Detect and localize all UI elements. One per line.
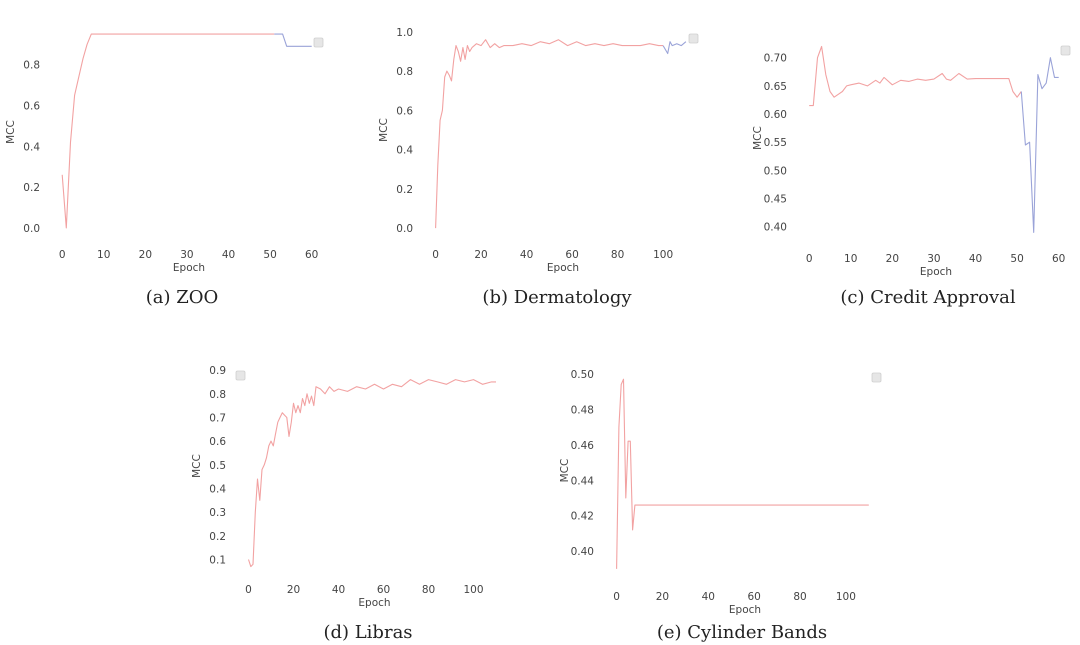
y-tick-label: 0.46 (571, 440, 595, 452)
y-tick-label: 0.0 (23, 223, 40, 235)
y-tick-label: 0.50 (571, 369, 594, 381)
x-tick-label: 20 (287, 584, 300, 596)
x-tick-label: 60 (565, 249, 578, 261)
x-tick-label: 60 (305, 249, 318, 261)
series-line-2 (1020, 57, 1059, 233)
y-tick-label: 0.70 (764, 53, 787, 65)
y-axis-label: MCC (559, 459, 571, 483)
y-tick-label: 0.6 (396, 105, 413, 117)
x-tick-label: 0 (613, 591, 620, 603)
panel-caption: (a) ZOO (146, 287, 219, 308)
x-tick-label: 30 (927, 253, 940, 265)
series-line-1 (809, 45, 1022, 107)
panel-caption: (d) Libras (323, 622, 412, 643)
x-tick-label: 20 (656, 591, 669, 603)
y-tick-label: 0.5 (209, 460, 226, 472)
chart-libras: 0 20 40 60 80 100 0.1 0.2 0.3 0.4 0.5 0.6 0.7 0.8 0.9 E… (191, 365, 496, 643)
legend-marker (235, 370, 246, 381)
x-axis-label: Epoch (729, 604, 761, 616)
series-line-1 (616, 378, 869, 569)
x-tick-label: 40 (332, 584, 345, 596)
y-axis-label: MCC (378, 118, 390, 142)
y-tick-label: 0.2 (396, 184, 413, 196)
x-tick-label: 0 (59, 249, 66, 261)
x-tick-label: 20 (886, 253, 899, 265)
series-line-1 (435, 39, 664, 229)
y-tick-label: 0.1 (209, 555, 226, 567)
x-tick-label: 0 (806, 253, 813, 265)
y-tick-label: 0.4 (209, 483, 226, 495)
y-axis-label: MCC (191, 454, 203, 478)
x-tick-label: 20 (139, 249, 152, 261)
y-tick-label: 1.0 (396, 27, 413, 39)
chart-dermatology: 0 20 40 60 80 100 0.0 0.2 0.4 0.6 0.8 1.0 Epoch MCC (b… (378, 27, 699, 308)
x-tick-label: 40 (520, 249, 533, 261)
x-tick-label: 80 (611, 249, 624, 261)
x-tick-label: 40 (702, 591, 715, 603)
x-tick-label: 50 (263, 249, 276, 261)
legend-marker (688, 33, 699, 44)
y-tick-label: 0.8 (209, 389, 226, 401)
y-tick-label: 0.4 (396, 145, 413, 157)
chart-credit-approval: 0 10 20 30 40 50 60 0.40 0.45 0.50 0.55 0.60 0.65 0.7… (752, 45, 1071, 308)
y-tick-label: 0.9 (209, 365, 226, 377)
x-tick-label: 20 (474, 249, 487, 261)
legend-marker (871, 372, 882, 383)
y-tick-label: 0.55 (764, 137, 787, 149)
x-tick-label: 10 (844, 253, 857, 265)
series-line-2 (274, 33, 312, 47)
chart-cylinder-bands: 0 20 40 60 80 100 0.40 0.42 0.44 0.46 0.48 0.50 Epoc… (559, 369, 882, 643)
x-tick-label: 10 (97, 249, 110, 261)
chart-zoo: 0 10 20 30 40 50 60 0.0 0.2 0.4 0.6 0.8 Epoch MCC (a) … (5, 33, 324, 308)
x-tick-label: 60 (1052, 253, 1065, 265)
x-axis-label: Epoch (920, 266, 952, 278)
y-tick-label: 0.44 (571, 475, 595, 487)
y-tick-label: 0.6 (209, 436, 226, 448)
y-axis-label: MCC (752, 126, 764, 150)
y-tick-label: 0.60 (764, 109, 787, 121)
x-tick-label: 40 (969, 253, 982, 265)
panel-caption: (c) Credit Approval (840, 287, 1015, 308)
x-axis-label: Epoch (547, 262, 579, 274)
x-tick-label: 100 (836, 591, 856, 603)
y-tick-label: 0.42 (571, 511, 594, 523)
y-tick-label: 0.40 (764, 222, 787, 234)
y-tick-label: 0.2 (23, 182, 40, 194)
legend-marker (313, 37, 324, 48)
y-tick-label: 0.50 (764, 165, 787, 177)
series-line-1 (61, 33, 275, 229)
x-tick-label: 60 (747, 591, 760, 603)
x-tick-label: 100 (463, 584, 483, 596)
series-line-2 (662, 41, 687, 55)
x-tick-label: 60 (377, 584, 390, 596)
x-tick-label: 80 (793, 591, 806, 603)
x-tick-label: 100 (653, 249, 673, 261)
x-tick-label: 0 (432, 249, 439, 261)
panel-caption: (b) Dermatology (482, 287, 632, 308)
y-tick-label: 0.48 (571, 404, 594, 416)
y-tick-label: 0.2 (209, 531, 226, 543)
y-tick-label: 0.0 (396, 223, 413, 235)
panel-caption: (e) Cylinder Bands (657, 622, 827, 643)
x-tick-label: 30 (180, 249, 193, 261)
y-tick-label: 0.45 (764, 194, 787, 206)
y-tick-label: 0.4 (23, 141, 40, 153)
y-tick-label: 0.7 (209, 412, 226, 424)
y-tick-label: 0.6 (23, 100, 40, 112)
x-tick-label: 40 (222, 249, 235, 261)
y-tick-label: 0.3 (209, 507, 226, 519)
x-axis-label: Epoch (358, 597, 390, 609)
y-tick-label: 0.65 (764, 81, 787, 93)
legend-marker (1060, 45, 1071, 56)
y-tick-label: 0.8 (396, 66, 413, 78)
y-axis-label: MCC (5, 120, 17, 144)
y-tick-label: 0.8 (23, 60, 40, 72)
x-tick-label: 80 (422, 584, 435, 596)
x-axis-label: Epoch (173, 262, 205, 274)
y-tick-label: 0.40 (571, 546, 594, 558)
series-line-1 (247, 379, 496, 568)
x-tick-label: 50 (1010, 253, 1023, 265)
x-tick-label: 0 (245, 584, 252, 596)
